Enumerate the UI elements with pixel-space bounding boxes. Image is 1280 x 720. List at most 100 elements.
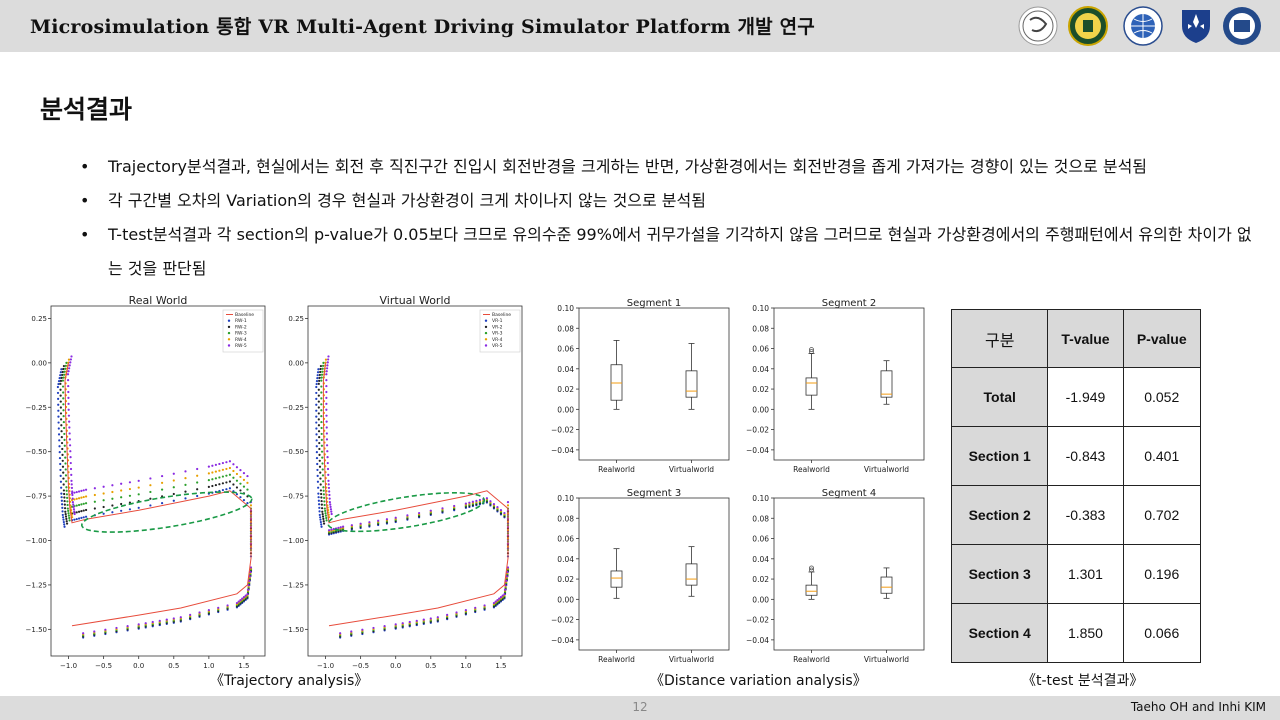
trajectory-point [75, 517, 78, 521]
trajectory-point [60, 376, 63, 379]
trajectory-point [318, 379, 321, 382]
trajectory-point [315, 397, 318, 400]
trajectory-point [62, 367, 65, 371]
y-tick-label: 0.00 [557, 595, 574, 604]
x-tick-label: Virtualworld [864, 465, 909, 474]
trajectory-point [321, 515, 325, 518]
trajectory-point [501, 594, 504, 597]
p-value-cell: 0.401 [1122, 426, 1201, 486]
trajectory-point [128, 487, 132, 491]
y-tick-label: 0.08 [752, 324, 769, 333]
box [805, 584, 818, 596]
trajectory-point [239, 482, 242, 485]
trajectory-point [318, 513, 321, 517]
trajectory-point [239, 598, 242, 602]
trajectory-point [60, 503, 64, 506]
university-seal-logo [1068, 6, 1108, 46]
trajectory-point [126, 625, 129, 628]
trajectory-point [321, 367, 324, 370]
trajectory-point [59, 382, 62, 385]
trajectory-point [59, 474, 62, 477]
trajectory-point [67, 408, 70, 411]
trajectory-point [323, 496, 326, 499]
trajectory-point [69, 461, 72, 465]
outlier-point [809, 567, 814, 573]
trajectory-point [235, 466, 239, 469]
trajectory-point [228, 480, 232, 483]
trajectory-point [128, 501, 132, 504]
trajectory-point [337, 526, 340, 529]
trajectory-point [248, 575, 251, 578]
x-tick-label: 0.5 [168, 662, 179, 668]
trajectory-point [503, 588, 507, 591]
trajectory-point [317, 430, 321, 433]
trajectory-point [408, 620, 411, 624]
chart-title: Segment 3 [627, 488, 682, 499]
trajectory-point [111, 511, 114, 514]
trajectory-point [322, 480, 325, 483]
trajectory-point [320, 492, 323, 496]
trajectory-point [320, 503, 323, 506]
trajectory-point [315, 451, 318, 454]
trajectory-point [241, 597, 244, 600]
trajectory-point [246, 481, 249, 484]
segment-3-boxplot: Segment 3 0.10 0.08 0.06 0.04 0.02 0.00 −0.02 −0… [551, 488, 730, 664]
trajectory-point [329, 503, 332, 506]
plot-frame [578, 307, 730, 461]
trajectory-point [196, 467, 199, 471]
x-tick-label: 0.5 [425, 662, 436, 668]
trajectory-point [474, 606, 477, 609]
trajectory-point [339, 526, 342, 529]
section-title: 분석결과 [40, 95, 133, 124]
plot-frame [773, 307, 925, 461]
trajectory-point [80, 510, 83, 513]
table-row-label: Section 1 [950, 426, 1049, 486]
trajectory-point [196, 488, 199, 491]
trajectory-point [246, 501, 249, 505]
trajectory-point [66, 507, 69, 510]
t-value-cell: 1.850 [1047, 603, 1124, 663]
trajectory-point [64, 474, 68, 477]
trajectory-point [235, 479, 239, 482]
table-row-label: Total [950, 367, 1049, 427]
trajectory-point [64, 513, 67, 516]
trajectory-point [506, 504, 510, 507]
trajectory-point [320, 426, 323, 430]
trajectory-point [468, 501, 471, 504]
trajectory-point [246, 488, 249, 491]
box [880, 576, 893, 594]
trajectory-point [320, 420, 323, 424]
trajectory-point [68, 367, 71, 370]
trajectory-point [71, 493, 74, 497]
trajectory-point [317, 418, 320, 421]
y-tick-label: 0.02 [557, 575, 574, 584]
trajectory-point [317, 400, 320, 403]
trajectory-point [315, 403, 318, 406]
footer-bar: 12 Taeho OH and Inhi KIM [0, 696, 1280, 720]
y-tick-label: 0.08 [557, 324, 574, 333]
trajectory-point [320, 385, 323, 388]
trajectory-point [65, 489, 68, 492]
trajectory-point [160, 501, 164, 505]
trajectory-point [57, 427, 60, 430]
trajectory-point [93, 493, 96, 497]
trajectory-point [102, 485, 105, 488]
trajectory-point [137, 506, 140, 509]
trajectory-point [329, 505, 332, 508]
trajectory-point [325, 432, 328, 435]
trajectory-point [327, 529, 331, 532]
trajectory-point [320, 409, 323, 412]
trajectory-point [317, 492, 320, 495]
trajectory-point [471, 500, 474, 503]
trajectory-point [75, 490, 78, 494]
trajectory-point [62, 477, 65, 480]
trajectory-point [128, 508, 132, 511]
segment-2-boxplot: Segment 2 0.10 0.08 0.06 0.04 0.02 0.00 −0.02 −0… [746, 298, 925, 474]
trajectory-point [184, 470, 187, 473]
trajectory-point [80, 503, 83, 506]
trajectory-point [69, 467, 73, 471]
trajectory-point [322, 493, 326, 496]
chart-title: Segment 1 [627, 298, 682, 309]
trajectory-point [151, 620, 154, 624]
trajectory-point [372, 626, 375, 630]
